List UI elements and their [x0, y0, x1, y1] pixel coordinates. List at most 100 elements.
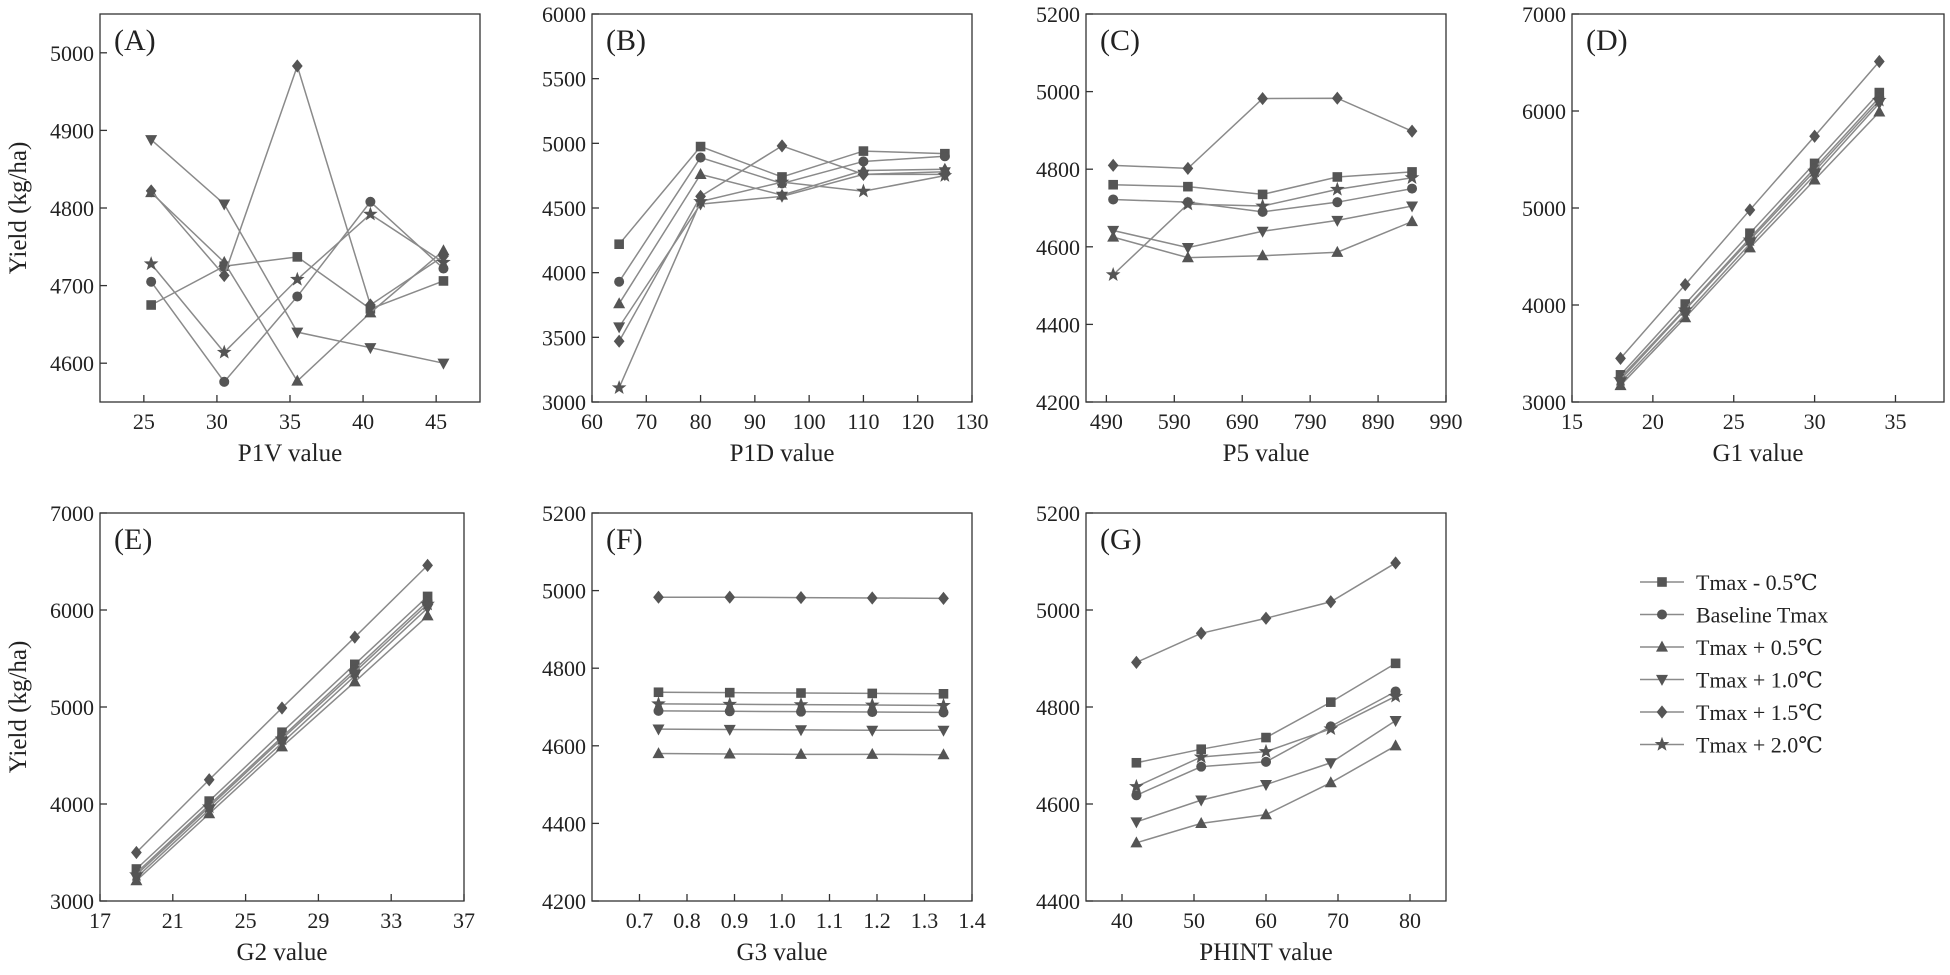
data-point: [776, 139, 788, 153]
x-tick-label: 30: [206, 409, 228, 434]
data-point: [421, 609, 434, 621]
data-point: [365, 196, 376, 207]
data-point: [291, 59, 303, 73]
series-5: [1107, 91, 1418, 176]
data-point: [614, 239, 624, 250]
y-tick-label: 6000: [1522, 99, 1566, 124]
data-point: [1613, 371, 1628, 386]
data-point: [858, 146, 869, 156]
y-tick-label: 5000: [542, 131, 586, 156]
data-point: [611, 380, 627, 395]
series-4: [145, 135, 450, 370]
x-tick-label: 60: [1255, 908, 1277, 933]
x-tick-label: 70: [635, 409, 657, 434]
data-point: [218, 255, 231, 267]
x-tick-label: 20: [1642, 409, 1664, 434]
x-axis-title: G1 value: [1713, 440, 1804, 467]
series-6: [129, 596, 435, 882]
data-point: [938, 689, 949, 699]
panel-label: (G): [1100, 523, 1142, 556]
x-tick-label: 0.8: [673, 908, 701, 933]
x-axis-title: P1V value: [238, 440, 342, 467]
y-tick-label: 6000: [50, 598, 94, 623]
data-point: [1326, 697, 1336, 707]
x-tick-label: 21: [162, 908, 184, 933]
legend-marker: [1657, 577, 1667, 587]
data-point: [363, 206, 378, 221]
x-tick-label: 1.2: [863, 908, 891, 933]
y-tick-label: 4800: [1036, 157, 1080, 182]
plot-frame: [99, 13, 481, 403]
x-tick-label: 0.9: [721, 908, 749, 933]
data-point: [347, 664, 363, 679]
x-tick-label: 40: [352, 409, 374, 434]
x-tick-label: 100: [793, 409, 826, 434]
data-point: [1873, 54, 1885, 69]
y-tick-label: 4200: [1036, 390, 1080, 415]
y-tick-label: 5000: [1036, 598, 1080, 623]
data-point: [1257, 189, 1268, 200]
x-tick-label: 15: [1561, 409, 1583, 434]
y-tick-label: 4200: [542, 889, 586, 914]
data-point: [1332, 197, 1343, 208]
series-1: [1131, 658, 1401, 768]
x-tick-label: 29: [307, 908, 329, 933]
series-1: [653, 687, 949, 699]
x-tick-label: 590: [1158, 409, 1191, 434]
data-point: [856, 183, 871, 198]
data-point: [1260, 611, 1272, 625]
data-point: [1183, 181, 1193, 192]
series-6: [1613, 92, 1887, 386]
legend-entry: Baseline Tmax: [1640, 603, 1828, 628]
data-point: [1256, 249, 1269, 261]
chart-panels: 25 30 35 40 45 4600 4700 4800 4900 5000 P1V value Y…: [5, 2, 1945, 966]
x-tick-label: 120: [901, 409, 934, 434]
series-2: [653, 705, 949, 718]
x-tick-label: 690: [1226, 409, 1259, 434]
data-point: [1131, 655, 1142, 669]
data-point: [1130, 836, 1143, 848]
data-point: [145, 135, 158, 147]
data-point: [1679, 278, 1691, 292]
data-point: [653, 687, 664, 698]
data-point: [1195, 795, 1208, 807]
data-point: [1256, 226, 1269, 238]
y-tick-label: 4500: [542, 196, 586, 221]
data-point: [438, 276, 449, 286]
legend-label: Tmax - 0.5℃: [1696, 570, 1818, 595]
y-tick-label: 4400: [1036, 312, 1080, 337]
y-tick-label: 4800: [50, 196, 94, 221]
data-point: [145, 184, 157, 198]
data-point: [939, 151, 950, 162]
legend-marker: [1656, 705, 1668, 719]
data-point: [722, 696, 738, 711]
chart-panel-c: 490 590 690 790 890 990 4200 4400 4600 4800 5000 52…: [1036, 2, 1463, 467]
x-axis-title: G3 value: [737, 939, 828, 966]
data-point: [1389, 739, 1402, 751]
y-tick-label: 4000: [1522, 293, 1566, 318]
data-point: [1258, 743, 1274, 758]
series-4: [1130, 715, 1402, 829]
legend-label: Baseline Tmax: [1696, 603, 1828, 628]
data-point: [291, 327, 304, 339]
data-point: [365, 298, 376, 312]
x-axis-title: G2 value: [237, 939, 328, 966]
y-tick-label: 4700: [50, 274, 94, 299]
series-6: [1105, 170, 1420, 281]
y-tick-label: 5000: [542, 579, 586, 604]
legend: Tmax - 0.5℃ Baseline Tmax Tmax + 0.5℃ Tmax …: [1640, 570, 1828, 758]
data-point: [866, 725, 879, 737]
legend-label: Tmax + 1.5℃: [1696, 700, 1823, 725]
data-point: [1255, 198, 1270, 213]
data-point: [1107, 225, 1120, 237]
y-tick-label: 6000: [542, 2, 586, 27]
data-point: [937, 167, 953, 182]
plot-frame: [1571, 13, 1945, 403]
data-point: [867, 688, 878, 699]
legend-marker: [1656, 609, 1668, 620]
data-point: [437, 358, 450, 370]
data-point: [216, 344, 232, 359]
series-line: [150, 63, 444, 307]
data-point: [1108, 179, 1118, 190]
data-point: [793, 696, 809, 711]
